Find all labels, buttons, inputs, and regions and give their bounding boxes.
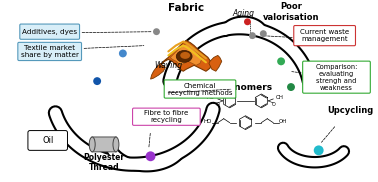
Text: O: O	[216, 102, 220, 107]
Text: Fabric: Fabric	[168, 3, 204, 13]
Polygon shape	[170, 43, 202, 65]
Circle shape	[314, 145, 324, 155]
Text: Comparison:
evaluating
strengh and
weakness: Comparison: evaluating strengh and weakn…	[315, 64, 358, 91]
Circle shape	[277, 57, 285, 65]
FancyBboxPatch shape	[164, 80, 236, 98]
Text: OH: OH	[279, 119, 287, 124]
FancyBboxPatch shape	[20, 24, 79, 39]
FancyBboxPatch shape	[28, 130, 68, 150]
Text: Upcycling: Upcycling	[327, 106, 373, 115]
Polygon shape	[209, 55, 222, 71]
Ellipse shape	[176, 50, 192, 62]
Text: Current waste
management: Current waste management	[300, 29, 349, 42]
FancyBboxPatch shape	[294, 25, 355, 46]
Text: Additives, dyes: Additives, dyes	[22, 29, 77, 35]
Ellipse shape	[89, 137, 95, 152]
Circle shape	[153, 28, 160, 35]
Circle shape	[260, 30, 267, 37]
Text: Fibre to fibre
recycling: Fibre to fibre recycling	[144, 110, 189, 123]
Circle shape	[119, 50, 127, 57]
Ellipse shape	[113, 137, 119, 152]
Text: Chemical
recycling methods: Chemical recycling methods	[168, 82, 232, 96]
Circle shape	[287, 83, 295, 91]
Text: Waving: Waving	[154, 61, 183, 70]
Text: O: O	[271, 102, 275, 107]
Text: Textile market
share by matter: Textile market share by matter	[21, 45, 79, 58]
FancyBboxPatch shape	[303, 61, 370, 93]
FancyBboxPatch shape	[92, 137, 116, 152]
Circle shape	[249, 32, 256, 39]
Circle shape	[244, 18, 251, 25]
Text: Poor
valorisation: Poor valorisation	[263, 2, 319, 22]
Polygon shape	[160, 41, 212, 71]
Polygon shape	[150, 63, 166, 79]
Text: HO: HO	[207, 95, 215, 100]
Text: Oil: Oil	[42, 136, 53, 145]
Text: HO: HO	[204, 119, 212, 124]
Text: Aging: Aging	[232, 9, 254, 18]
FancyBboxPatch shape	[18, 42, 82, 61]
Circle shape	[146, 151, 155, 161]
Text: Monomers: Monomers	[219, 83, 272, 92]
Text: OH: OH	[276, 95, 284, 100]
Text: Polyester
Thread: Polyester Thread	[84, 153, 125, 172]
Circle shape	[93, 77, 101, 85]
Ellipse shape	[180, 52, 190, 59]
FancyBboxPatch shape	[133, 108, 200, 125]
